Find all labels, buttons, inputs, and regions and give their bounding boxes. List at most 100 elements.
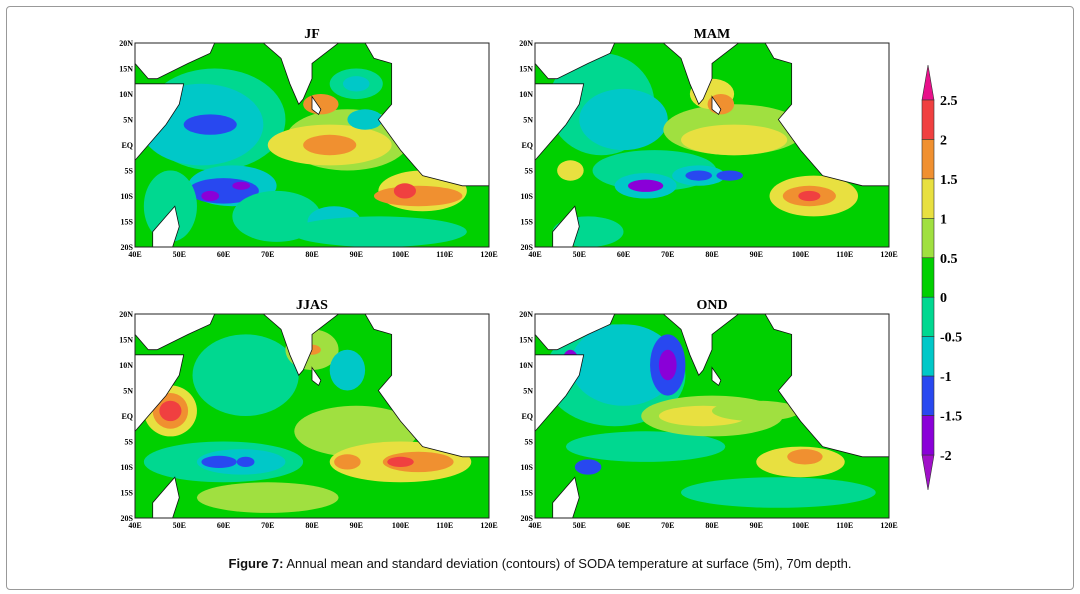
lat-tick-label: EQ (521, 141, 533, 150)
lat-tick-label: 15N (119, 336, 133, 345)
lon-tick-label: 110E (436, 521, 453, 530)
lat-tick-label: 20N (119, 39, 133, 48)
map-border (134, 313, 490, 519)
anomaly-region (579, 88, 668, 151)
lat-tick-label: 5S (125, 438, 134, 447)
land-madagascar (152, 205, 180, 247)
lat-tick-label: 20N (519, 39, 533, 48)
colorbar-swatch (921, 139, 935, 180)
anomaly-region (201, 190, 220, 202)
lat-tick-label: 10N (119, 90, 133, 99)
anomaly-region (707, 94, 735, 115)
lon-tick-label: 60E (617, 521, 630, 530)
anomaly-region (685, 170, 712, 181)
colorbar-max-extension (921, 64, 935, 101)
anomaly-region (236, 456, 255, 467)
colorbar-label: 2.5 (940, 94, 958, 109)
caption-label: Figure 7: (228, 556, 284, 571)
land-madagascar (552, 476, 580, 518)
lon-tick-label: 60E (617, 250, 630, 259)
land-africa (535, 354, 585, 432)
colorbar-label: -0.5 (940, 331, 962, 346)
colorbar-swatch (921, 415, 935, 456)
map-panel-jjas: JJAS 40E 50E 60E 70E 80E 90E 100E 110E 120E 20N 15N… (119, 298, 497, 530)
lon-tick-label: 40E (128, 250, 141, 259)
lat-tick-label: 15S (121, 218, 134, 227)
lon-tick-label: 90E (750, 250, 763, 259)
lon-tick-label: 70E (661, 250, 674, 259)
lat-tick-label: 5N (123, 387, 133, 396)
lat-tick-label: 10S (121, 192, 134, 201)
lat-tick-label: 10N (119, 361, 133, 370)
land-arabia (535, 43, 616, 80)
lon-tick-label: 70E (261, 521, 274, 530)
land-sri-lanka (311, 366, 322, 387)
anomaly-region (183, 114, 237, 135)
lat-tick-label: 20S (121, 514, 134, 523)
anomaly-region (289, 216, 467, 247)
lon-tick-label: 80E (705, 250, 718, 259)
lat-tick-label: 5N (523, 387, 533, 396)
land-madagascar (152, 476, 180, 518)
map-panel-ond: OND 40E 50E 60E 70E 80E 90E 100E 110E 120E 20N 15N 1… (519, 298, 897, 530)
lon-tick-label: 40E (528, 521, 541, 530)
anomaly-region (159, 400, 182, 422)
anomaly-region (681, 124, 788, 156)
colorbar-swatch (921, 218, 935, 259)
lat-tick-label: EQ (121, 141, 133, 150)
anomaly-region (565, 431, 726, 462)
lon-tick-label: 50E (173, 250, 186, 259)
colorbar-swatch (921, 99, 935, 140)
map-border (534, 313, 890, 519)
land-india (658, 314, 740, 376)
lon-tick-label: 110E (436, 250, 453, 259)
lat-tick-label: 10S (121, 463, 134, 472)
lat-tick-label: 20S (121, 243, 134, 252)
map-panel-mam: MAM 40E 50E 60E 70E 80E 90E 100E 110E 120E 20N 15N 1… (519, 27, 897, 259)
lat-tick-label: 5S (525, 167, 534, 176)
panel-title: MAM (694, 27, 731, 42)
lat-tick-label: 10S (521, 192, 534, 201)
lon-tick-label: 120E (480, 521, 497, 530)
lon-tick-label: 40E (128, 521, 141, 530)
lat-tick-label: 5N (123, 116, 133, 125)
lon-tick-label: 60E (217, 521, 230, 530)
lat-tick-label: 15N (119, 65, 133, 74)
lon-tick-label: 100E (392, 250, 409, 259)
lon-tick-label: 70E (661, 521, 674, 530)
lon-tick-label: 50E (573, 250, 586, 259)
lat-tick-label: 5S (125, 167, 134, 176)
anomaly-region (716, 170, 743, 181)
lon-tick-label: 110E (836, 250, 853, 259)
land-southeast-asia (764, 314, 889, 458)
anomaly-region (303, 94, 339, 115)
lon-tick-label: 120E (880, 521, 897, 530)
land-india (258, 43, 340, 105)
figure-caption: Figure 7: Annual mean and standard devia… (0, 556, 1080, 571)
lat-tick-label: 10S (521, 463, 534, 472)
lat-tick-label: 15N (519, 336, 533, 345)
lon-tick-label: 90E (350, 250, 363, 259)
colorbar-min-extension (921, 454, 935, 491)
anomaly-region (347, 109, 383, 130)
panel-title: JF (304, 27, 320, 42)
lat-tick-label: 20S (521, 243, 534, 252)
colorbar-swatch (921, 257, 935, 298)
colorbar-swatch (921, 178, 935, 219)
lon-tick-label: 70E (261, 250, 274, 259)
colorbar: 2.5 2 1.5 1 0.5 0 -0.5 -1 -1.5 -2 (921, 64, 962, 491)
anomaly-region (681, 477, 876, 508)
anomaly-region (201, 455, 237, 469)
land-southeast-asia (364, 314, 489, 458)
lat-tick-label: 15S (521, 218, 534, 227)
lat-tick-label: 10N (519, 90, 533, 99)
lon-tick-label: 100E (392, 521, 409, 530)
map-border (534, 42, 890, 248)
anomaly-region (143, 170, 197, 242)
anomaly-region (712, 400, 801, 422)
lat-tick-label: EQ (521, 412, 533, 421)
map-border (134, 42, 490, 248)
anomaly-region (557, 160, 584, 181)
colorbar-label: -1.5 (940, 410, 962, 425)
lon-tick-label: 80E (305, 250, 318, 259)
